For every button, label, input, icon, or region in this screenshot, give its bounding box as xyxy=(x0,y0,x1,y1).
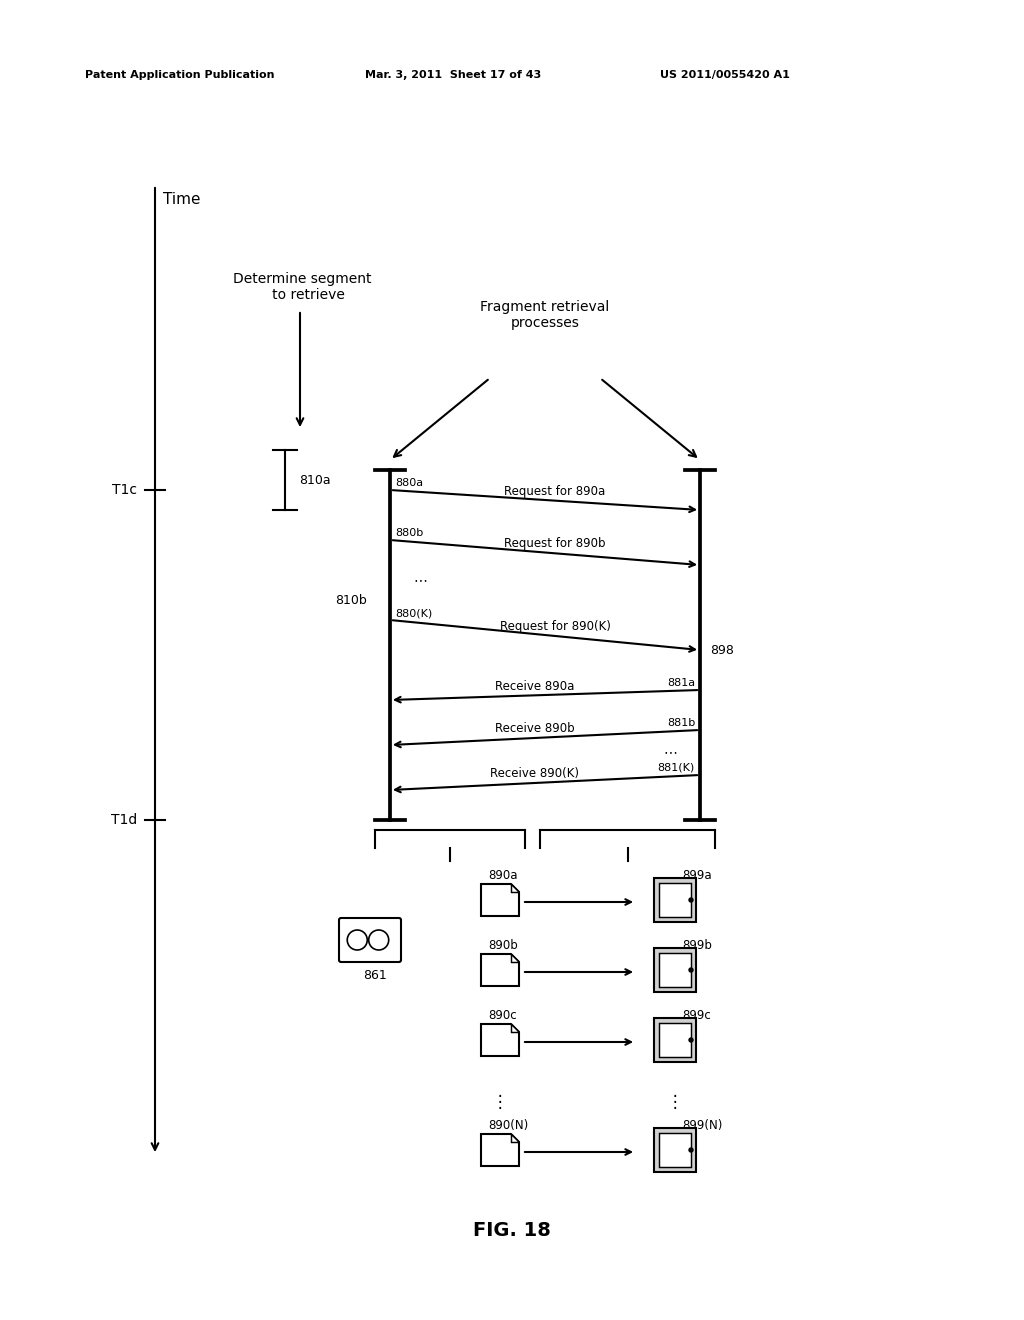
Circle shape xyxy=(689,898,693,902)
Text: T1d: T1d xyxy=(111,813,137,828)
Text: 899b: 899b xyxy=(682,939,712,952)
Text: 890b: 890b xyxy=(488,939,518,952)
Text: 899(N): 899(N) xyxy=(682,1119,722,1133)
Polygon shape xyxy=(511,954,519,962)
Text: ⋯: ⋯ xyxy=(664,746,677,759)
Text: Receive 890a: Receive 890a xyxy=(496,680,574,693)
Text: Receive 890(K): Receive 890(K) xyxy=(490,767,580,780)
Bar xyxy=(654,1129,696,1172)
Bar xyxy=(654,948,696,993)
Text: 880a: 880a xyxy=(395,478,423,488)
Polygon shape xyxy=(481,954,519,986)
Polygon shape xyxy=(511,884,519,892)
Text: ⋮: ⋮ xyxy=(667,1093,683,1111)
Text: 810a: 810a xyxy=(299,474,331,487)
Text: 890a: 890a xyxy=(488,869,517,882)
Bar xyxy=(654,1018,696,1063)
Text: 898: 898 xyxy=(710,644,734,656)
Text: 861: 861 xyxy=(364,969,387,982)
Text: 880(K): 880(K) xyxy=(395,609,432,618)
Polygon shape xyxy=(511,1024,519,1032)
Circle shape xyxy=(689,968,693,972)
Text: 880b: 880b xyxy=(395,528,423,539)
Bar xyxy=(659,883,691,917)
Text: Request for 890b: Request for 890b xyxy=(504,537,606,550)
Text: Request for 890(K): Request for 890(K) xyxy=(500,620,610,634)
Text: Request for 890a: Request for 890a xyxy=(505,484,605,498)
Text: Receive 890b: Receive 890b xyxy=(496,722,574,735)
Polygon shape xyxy=(481,1024,519,1056)
Polygon shape xyxy=(481,884,519,916)
Text: ⋯: ⋯ xyxy=(413,573,427,587)
Text: 890c: 890c xyxy=(488,1008,517,1022)
Bar xyxy=(659,953,691,987)
Text: 881a: 881a xyxy=(667,678,695,688)
Text: 881(K): 881(K) xyxy=(657,763,695,774)
Text: 890(N): 890(N) xyxy=(488,1119,528,1133)
Text: ⋮: ⋮ xyxy=(492,1093,508,1111)
Text: FIG. 18: FIG. 18 xyxy=(473,1221,551,1239)
Polygon shape xyxy=(511,1134,519,1142)
Text: 899a: 899a xyxy=(682,869,712,882)
Text: 881b: 881b xyxy=(667,718,695,729)
Text: Fragment retrieval
processes: Fragment retrieval processes xyxy=(480,300,609,330)
Bar xyxy=(659,1023,691,1057)
Text: Time: Time xyxy=(163,191,201,207)
Text: Patent Application Publication: Patent Application Publication xyxy=(85,70,274,81)
Text: Determine segment
   to retrieve: Determine segment to retrieve xyxy=(232,272,372,302)
Text: US 2011/0055420 A1: US 2011/0055420 A1 xyxy=(660,70,790,81)
Bar xyxy=(659,1133,691,1167)
Bar xyxy=(654,878,696,921)
Circle shape xyxy=(689,1148,693,1152)
Text: T1c: T1c xyxy=(112,483,137,498)
Polygon shape xyxy=(481,1134,519,1166)
Circle shape xyxy=(689,1038,693,1041)
FancyBboxPatch shape xyxy=(339,917,401,962)
Text: Mar. 3, 2011  Sheet 17 of 43: Mar. 3, 2011 Sheet 17 of 43 xyxy=(365,70,542,81)
Text: 899c: 899c xyxy=(682,1008,711,1022)
Text: 810b: 810b xyxy=(335,594,367,606)
